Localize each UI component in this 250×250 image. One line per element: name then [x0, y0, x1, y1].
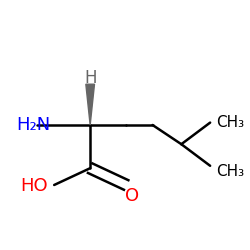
Polygon shape: [86, 84, 94, 125]
Text: HO: HO: [20, 177, 48, 195]
Text: CH₃: CH₃: [216, 115, 244, 130]
Text: H₂N: H₂N: [16, 116, 50, 134]
Text: CH₃: CH₃: [216, 164, 244, 179]
Text: O: O: [125, 187, 139, 205]
Text: H: H: [84, 69, 96, 87]
